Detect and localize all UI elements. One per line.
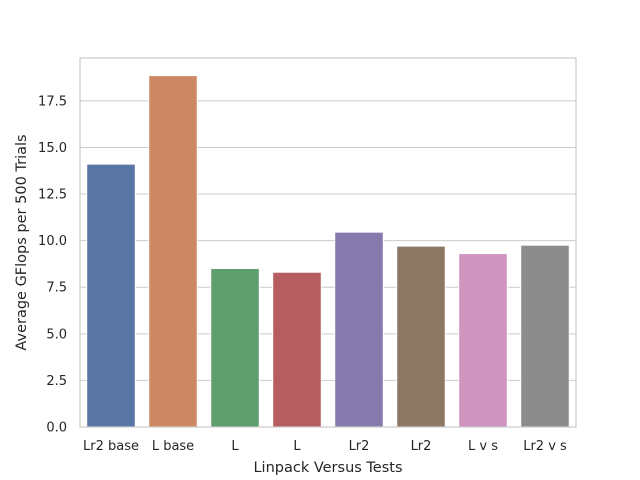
y-tick-label: 12.5: [38, 188, 67, 203]
x-axis-label: Linpack Versus Tests: [253, 460, 402, 476]
y-tick-label: 10.0: [38, 234, 67, 249]
x-tick-label: Lr2: [411, 439, 432, 454]
y-tick-label: 17.5: [38, 94, 67, 109]
bar: [272, 271, 322, 428]
x-tick-label: Lr2 base: [83, 439, 139, 454]
bars: [86, 75, 570, 428]
x-tick-label: L: [293, 439, 301, 454]
bar: [458, 253, 508, 428]
y-tick-label: 0.0: [46, 421, 67, 436]
x-tick-label: Lr2: [349, 439, 370, 454]
y-axis-label: Average GFlops per 500 Trials: [14, 134, 30, 350]
y-tick-label: 5.0: [46, 327, 67, 342]
bar: [86, 163, 136, 428]
x-tick-label: Lr2 v s: [523, 439, 567, 454]
x-tick-labels: Lr2 base L base L L Lr2 Lr2 L v s Lr2 v s: [83, 439, 567, 454]
y-tick-label: 2.5: [46, 374, 67, 389]
x-tick-label: L v s: [468, 439, 498, 454]
bar: [148, 75, 198, 428]
bar: [396, 245, 446, 428]
bar: [520, 244, 570, 428]
y-tick-label: 7.5: [46, 281, 67, 296]
bar: [334, 231, 384, 428]
plot-frame: [79, 57, 577, 428]
y-tick-label: 15.0: [38, 141, 67, 156]
x-tick-label: L base: [152, 439, 194, 454]
x-tick-label: L: [231, 439, 239, 454]
y-tick-labels: 0.0 2.5 5.0 7.5 10.0 12.5 15.0 17.5: [38, 94, 67, 435]
bar: [210, 268, 260, 428]
